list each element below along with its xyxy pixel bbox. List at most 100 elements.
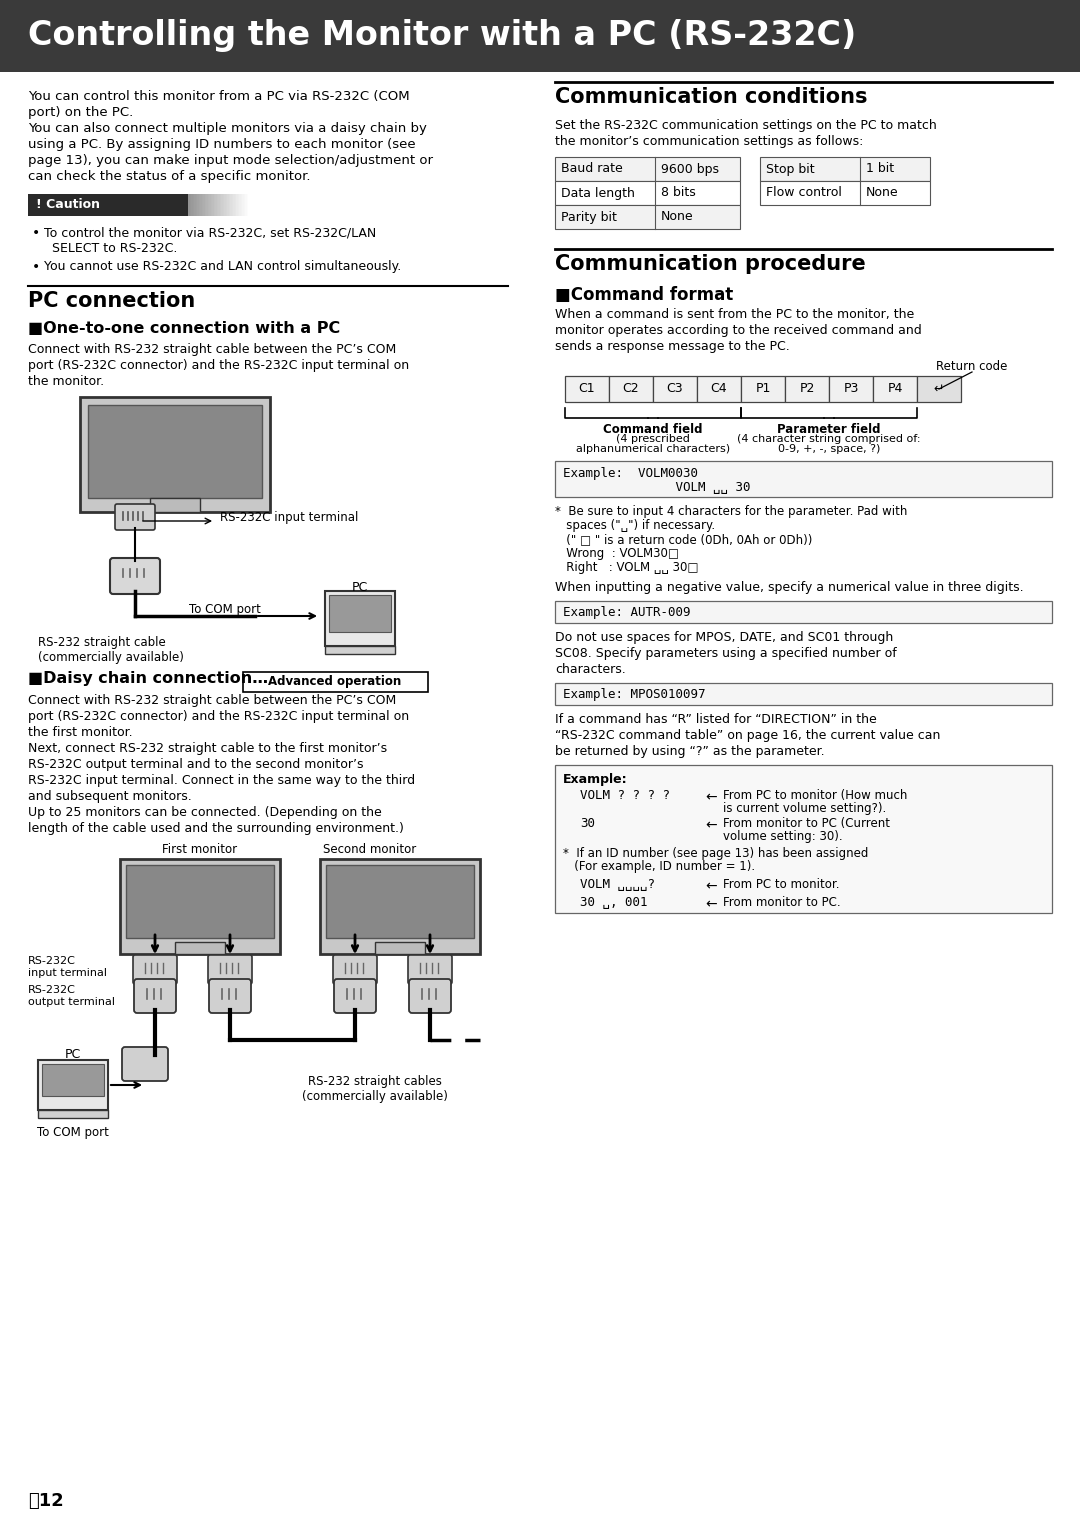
FancyBboxPatch shape (134, 979, 176, 1012)
Bar (200, 194, 202, 215)
Text: “RS-232C command table” on page 16, the current value can: “RS-232C command table” on page 16, the … (555, 728, 941, 742)
Bar (87, 405, 262, 498)
Text: Up to 25 monitors can be connected. (Depending on the: Up to 25 monitors can be connected. (Dep… (28, 806, 381, 818)
Bar (237, 194, 238, 215)
Bar (188, 194, 190, 215)
Bar (239, 194, 241, 215)
FancyBboxPatch shape (409, 979, 451, 1012)
Bar (269, 194, 271, 215)
FancyBboxPatch shape (110, 557, 160, 594)
Text: To COM port: To COM port (37, 1125, 109, 1139)
Text: •: • (32, 226, 40, 240)
Text: is current volume setting?).: is current volume setting?). (723, 802, 887, 815)
Text: RS-232C output terminal and to the second monitor’s: RS-232C output terminal and to the secon… (28, 757, 364, 771)
Bar (253, 194, 254, 215)
Bar (248, 194, 249, 215)
Text: 30 ␣, 001: 30 ␣, 001 (580, 896, 648, 909)
Text: To COM port: To COM port (189, 603, 261, 615)
Text: You can also connect multiple monitors via a daisy chain by: You can also connect multiple monitors v… (28, 122, 427, 134)
Text: (" □ " is a return code (0Dh, 0Ah or 0Dh)): (" □ " is a return code (0Dh, 0Ah or 0Dh… (555, 533, 812, 547)
Bar (275, 194, 276, 215)
Bar (224, 194, 226, 215)
Bar (212, 194, 214, 215)
Bar (785, 376, 829, 402)
Text: None: None (866, 186, 899, 200)
Bar (215, 194, 217, 215)
Text: sends a response message to the PC.: sends a response message to the PC. (555, 341, 789, 353)
Bar (242, 194, 244, 215)
Text: alphanumerical characters): alphanumerical characters) (576, 444, 730, 455)
Text: None: None (661, 211, 693, 223)
Text: ←: ← (705, 896, 717, 912)
Text: C1: C1 (579, 382, 595, 395)
Bar (192, 194, 194, 215)
Bar (243, 194, 245, 215)
Bar (565, 376, 609, 402)
Text: Example: MPOS010097: Example: MPOS010097 (563, 689, 705, 701)
Text: Flow control: Flow control (766, 186, 842, 200)
Bar (206, 194, 207, 215)
FancyBboxPatch shape (333, 954, 377, 983)
Text: length of the cable used and the surrounding environment.): length of the cable used and the surroun… (28, 822, 404, 835)
Bar (261, 194, 264, 215)
Text: be returned by using “?” as the parameter.: be returned by using “?” as the paramete… (555, 745, 825, 757)
Bar (204, 194, 206, 215)
Text: PC: PC (352, 580, 368, 594)
Text: can check the status of a specific monitor.: can check the status of a specific monit… (28, 169, 311, 183)
Text: (4 character string comprised of:: (4 character string comprised of: (738, 435, 921, 444)
Bar (296, 194, 298, 215)
Bar (211, 194, 212, 215)
FancyBboxPatch shape (210, 979, 251, 1012)
Bar (873, 376, 917, 402)
Bar (288, 194, 291, 215)
Text: 0-9, +, -, space, ?): 0-9, +, -, space, ?) (778, 444, 880, 455)
Bar (291, 194, 292, 215)
Bar (28, 194, 188, 215)
Bar (265, 194, 266, 215)
Text: Example: AUTR-009: Example: AUTR-009 (563, 606, 690, 618)
Text: VOLM ␣␣ 30: VOLM ␣␣ 30 (563, 481, 751, 495)
Text: •: • (32, 260, 40, 273)
Text: the monitor.: the monitor. (28, 376, 104, 388)
Text: VOLM ? ? ? ?: VOLM ? ? ? ? (580, 789, 670, 802)
Bar (231, 194, 233, 215)
Text: (4 prescribed: (4 prescribed (616, 435, 690, 444)
Bar (80, 397, 270, 512)
Text: Wrong  : VOLM30□: Wrong : VOLM30□ (555, 547, 679, 560)
Bar (284, 194, 285, 215)
Text: ←: ← (705, 789, 717, 805)
Text: the first monitor.: the first monitor. (28, 725, 133, 739)
Text: *  Be sure to input 4 characters for the parameter. Pad with: * Be sure to input 4 characters for the … (555, 505, 907, 518)
Bar (214, 194, 215, 215)
Text: First monitor: First monitor (162, 843, 238, 857)
FancyBboxPatch shape (133, 954, 177, 983)
Bar (197, 194, 199, 215)
Bar (280, 194, 281, 215)
Bar (216, 194, 218, 215)
Text: C3: C3 (666, 382, 684, 395)
Bar (264, 194, 265, 215)
Text: the monitor’s communication settings as follows:: the monitor’s communication settings as … (555, 134, 863, 148)
Bar (555, 182, 740, 205)
Bar (305, 194, 307, 215)
Bar (175, 942, 225, 954)
Bar (283, 194, 284, 215)
Text: SC08. Specify parameters using a specified number of: SC08. Specify parameters using a specifi… (555, 647, 896, 660)
Bar (276, 194, 279, 215)
Text: P1: P1 (755, 382, 771, 395)
Text: P2: P2 (799, 382, 814, 395)
FancyBboxPatch shape (408, 954, 453, 983)
Text: From PC to monitor (How much: From PC to monitor (How much (723, 789, 907, 802)
Bar (653, 376, 697, 402)
Bar (246, 194, 248, 215)
Text: Do not use spaces for MPOS, DATE, and SC01 through: Do not use spaces for MPOS, DATE, and SC… (555, 631, 893, 644)
Text: C2: C2 (623, 382, 639, 395)
Bar (266, 194, 268, 215)
Text: Command field: Command field (604, 423, 703, 437)
Text: Controlling the Monitor with a PC (RS-232C): Controlling the Monitor with a PC (RS-23… (28, 20, 856, 52)
Text: Data length: Data length (561, 186, 635, 200)
Bar (268, 194, 269, 215)
Bar (760, 157, 930, 182)
Bar (303, 194, 306, 215)
Bar (191, 194, 192, 215)
